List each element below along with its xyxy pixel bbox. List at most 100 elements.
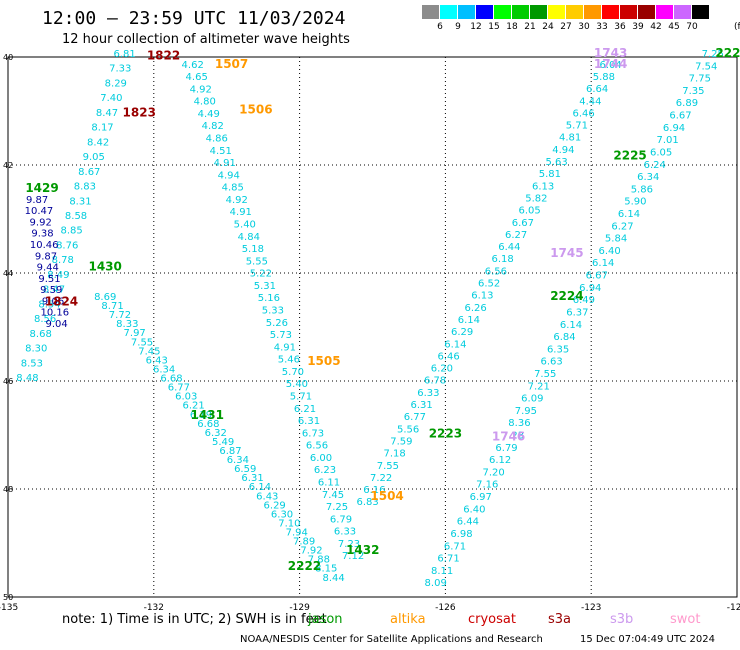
wave-height-value: 5.46: [278, 355, 300, 366]
wave-height-value: 6.46: [573, 108, 595, 119]
wave-height-value: 8.49: [47, 270, 69, 281]
legend-label: 15: [488, 22, 500, 32]
lon-tick-label: -123: [581, 603, 601, 613]
wave-height-value: 6.34: [637, 172, 659, 183]
wave-height-value: 6.21: [294, 404, 316, 415]
wave-height-value: 8.48: [16, 373, 38, 384]
legend-label: 24: [542, 22, 554, 32]
wave-height-value: 7.89: [293, 537, 315, 548]
wave-height-value: 7.25: [702, 49, 724, 60]
wave-height-value: 4.91: [214, 158, 236, 169]
wave-height-value: 10.46: [30, 240, 59, 251]
legend-swatch: [692, 5, 709, 19]
legend-swatch: [584, 5, 601, 19]
wave-height-value: 5.16: [258, 293, 280, 304]
pass-time-label: 1431: [191, 408, 224, 422]
pass-time-label: 1745: [550, 246, 583, 260]
wave-height-value: 7.75: [689, 74, 711, 85]
lon-tick-label: -126: [435, 603, 456, 613]
legend-swatch: [548, 5, 565, 19]
wave-height-value: 5.88: [593, 72, 615, 83]
wave-height-value: 8.71: [101, 301, 123, 312]
pass-time-label: 1823: [123, 105, 156, 119]
wave-height-value: 5.90: [624, 197, 646, 208]
legend-label: 42: [650, 22, 662, 32]
wave-height-value: 5.40: [234, 220, 256, 231]
wave-height-value: 5.86: [631, 184, 653, 195]
wave-height-value: 6.19: [190, 410, 212, 421]
wave-height-value: 7.94: [286, 528, 308, 539]
wave-height-value: 6.31: [411, 400, 433, 411]
wave-height-value: 7.97: [124, 328, 146, 339]
wave-height-value: 5.55: [246, 256, 268, 267]
wave-height-value: 6.56: [306, 441, 328, 452]
legend-swatch: [674, 5, 691, 19]
wave-height-value: 6.78: [424, 376, 446, 387]
legend-swatch: [422, 5, 439, 19]
wave-height-value: 6.79: [495, 443, 517, 454]
wave-height-value: 6.31: [241, 473, 263, 484]
legend-label: 33: [596, 22, 608, 32]
wave-height-value: 6.98: [450, 529, 472, 540]
page-subtitle: 12 hour collection of altimeter wave hei…: [62, 32, 350, 47]
wave-height-value: 4.94: [552, 145, 574, 156]
wave-height-value: 6.27: [611, 221, 633, 232]
wave-height-value: 8.54: [38, 299, 60, 310]
pass-time-label: 2224: [550, 289, 583, 303]
wave-height-value: 6.34: [153, 364, 175, 375]
wave-height-value: 6.14: [444, 339, 466, 350]
wave-height-value: 8.67: [78, 167, 100, 178]
wave-height-value: 6.89: [676, 98, 698, 109]
wave-height-value: 9.05: [83, 152, 105, 163]
wave-height-value: 8.11: [431, 566, 453, 577]
wave-height-value: 8.69: [94, 292, 116, 303]
wave-height-value: 6.29: [264, 500, 286, 511]
wave-height-value: 6.67: [669, 111, 691, 122]
wave-height-value: 6.52: [478, 279, 500, 290]
legend-label: 39: [632, 22, 644, 32]
wave-height-value: 6.63: [541, 357, 563, 368]
wave-height-value: 6.81: [114, 49, 136, 60]
pass-time-label: 2223: [429, 427, 462, 441]
wave-height-value: 4.81: [559, 133, 581, 144]
lon-tick-label: -132: [144, 603, 164, 613]
pass-time-label: 1430: [88, 259, 121, 273]
wave-height-value: 7.95: [515, 406, 537, 417]
wave-height-value: 6.46: [438, 351, 460, 362]
jason-track-1: 6.81 7.33 8.29 7.40 8.47 8.17 8.42 9.05 8.67 8.83…: [16, 49, 135, 384]
wave-height-value: 6.83: [357, 497, 379, 508]
wave-height-value: 6.43: [256, 491, 278, 502]
lat-tick-label: 50: [3, 593, 13, 602]
legend-label: 21: [524, 22, 536, 32]
legend-swatch: [512, 5, 529, 19]
wave-height-value: 6.13: [532, 181, 554, 192]
wave-height-value: 4.80: [194, 97, 216, 108]
wave-height-value: 6.14: [618, 209, 640, 220]
legend-swatch: [620, 5, 637, 19]
legend-swatch: [656, 5, 673, 19]
wave-height-value: 4.86: [206, 134, 228, 145]
wave-height-value: 4.62: [182, 60, 204, 71]
wave-height-value: 8.29: [105, 78, 127, 89]
wave-height-value: 6.32: [205, 428, 227, 439]
wave-height-value: 5.84: [605, 234, 627, 245]
wave-height-value: 6.68: [197, 419, 219, 430]
wave-height-value: 8.44: [322, 573, 344, 584]
wave-height-value: 7.45: [138, 346, 160, 357]
wave-height-value: 6.26: [465, 303, 487, 314]
wave-height-value: 8.36: [508, 418, 530, 429]
wave-height-value: 6.49: [573, 295, 595, 306]
wave-height-value: 8.76: [56, 240, 78, 251]
wave-height-value: 10.47: [25, 206, 54, 217]
pass-time-label: 1507: [215, 57, 248, 71]
wave-height-value: 8.47: [43, 285, 65, 296]
legend-swatch: [602, 5, 619, 19]
satellite-label-swot: swot: [670, 612, 701, 627]
cryosat-track-1: 6.836.167.227.557.187.595.566.776.316.33…: [357, 60, 622, 508]
lat-tick-label: 42: [3, 161, 13, 170]
lon-tick-label: -120: [727, 603, 740, 613]
wave-height-value: 6.20: [431, 364, 453, 375]
wave-height-value: 6.35: [547, 344, 569, 355]
wave-height-value: 6.23: [314, 465, 336, 476]
